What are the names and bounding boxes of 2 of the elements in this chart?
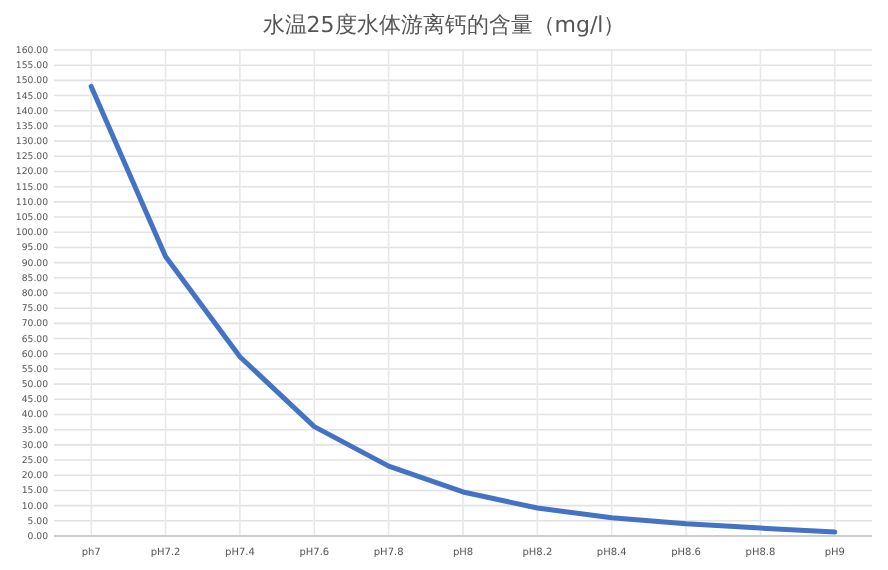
chart-title: 水温25度水体游离钙的含量（mg/l） bbox=[262, 12, 626, 38]
line-series bbox=[88, 83, 838, 535]
